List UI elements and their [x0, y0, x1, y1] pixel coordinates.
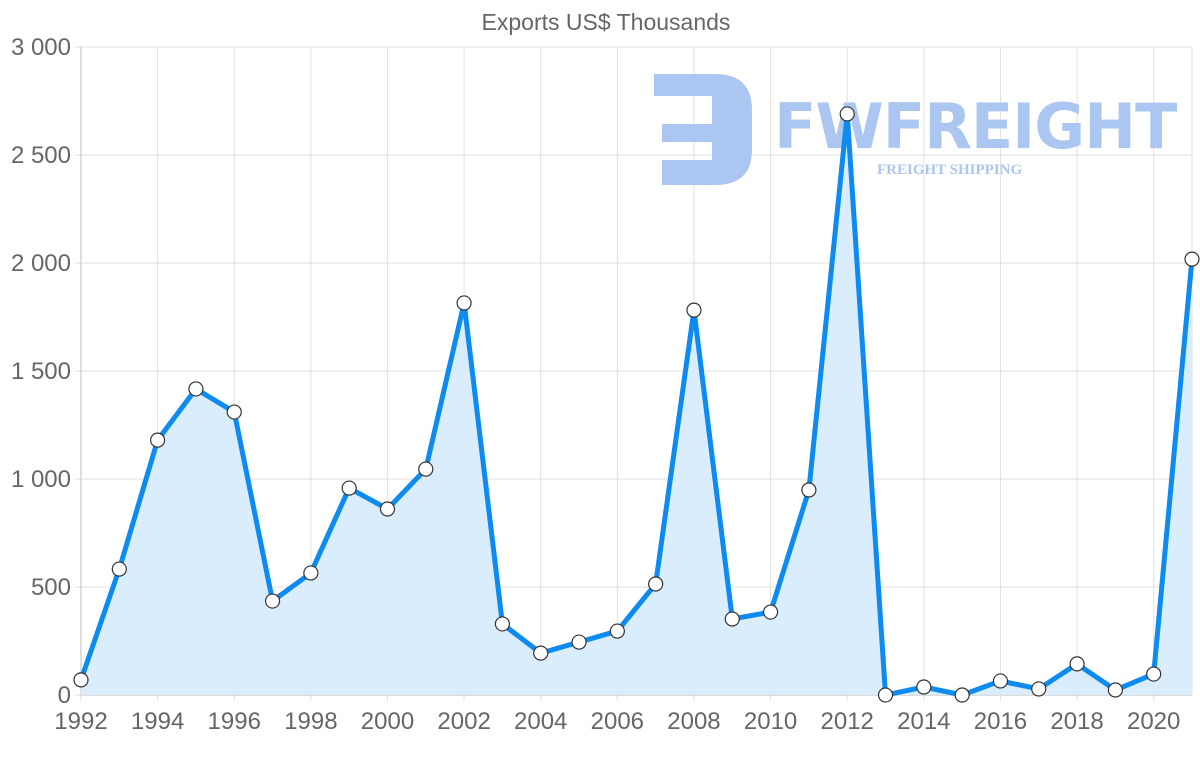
data-point-2007[interactable]	[648, 576, 664, 592]
data-point-1993[interactable]	[111, 561, 127, 577]
data-point-1995[interactable]	[188, 381, 204, 397]
x-tick-label: 1996	[208, 708, 261, 735]
data-point-1997[interactable]	[264, 593, 281, 609]
data-point-1996[interactable]	[226, 404, 242, 420]
watermark-logo-icon	[654, 74, 752, 185]
data-point-2017[interactable]	[1031, 681, 1047, 697]
data-point-2016[interactable]	[992, 673, 1009, 689]
y-tick-label: 1 500	[11, 358, 71, 385]
chart-title: Exports US$ Thousands	[482, 9, 731, 35]
data-point-2015[interactable]	[954, 687, 970, 703]
y-tick-label: 3 000	[11, 34, 71, 61]
data-point-2002[interactable]	[456, 295, 472, 311]
data-point-2009[interactable]	[724, 611, 740, 627]
x-tick-label: 2018	[1050, 708, 1103, 735]
x-tick-label: 1998	[284, 708, 337, 735]
data-point-2021[interactable]	[1184, 251, 1200, 267]
y-tick-label: 1 000	[11, 466, 71, 493]
x-tick-label: 1992	[54, 708, 107, 735]
data-point-2012[interactable]	[839, 106, 855, 122]
data-point-2000[interactable]	[379, 501, 396, 517]
data-point-2010[interactable]	[762, 604, 779, 620]
x-tick-label: 2014	[897, 708, 950, 735]
data-point-2005[interactable]	[571, 634, 587, 650]
y-tick-label: 500	[31, 574, 71, 601]
data-point-1998[interactable]	[303, 565, 319, 581]
data-point-2004[interactable]	[533, 645, 549, 661]
y-tick-label: 2 000	[11, 250, 71, 277]
x-tick-label: 2000	[361, 708, 414, 735]
watermark-tagline: FREIGHT SHIPPING	[877, 162, 1022, 178]
x-tick-label: 2020	[1127, 708, 1180, 735]
data-point-2013[interactable]	[877, 687, 894, 703]
x-tick-label: 2002	[437, 708, 490, 735]
data-markers	[73, 106, 1200, 703]
data-point-2014[interactable]	[916, 679, 932, 695]
watermark-logo: FWFREIGHT FREIGHT SHIPPING	[654, 74, 1178, 185]
x-tick-label: 2010	[744, 708, 797, 735]
x-axis-ticks: 1992 1994 1996 1998 2000 2002 2004 2006 2008 2010…	[54, 708, 1180, 735]
data-point-2018[interactable]	[1069, 656, 1085, 672]
data-point-2003[interactable]	[494, 616, 511, 632]
data-point-2006[interactable]	[609, 623, 625, 639]
data-point-1994[interactable]	[150, 432, 166, 448]
y-tick-label: 2 500	[11, 142, 71, 169]
data-point-2011[interactable]	[801, 482, 817, 498]
data-point-2008[interactable]	[686, 302, 702, 318]
y-axis-ticks: 0 500 1 000 1 500 2 000 2 500 3 000	[11, 34, 71, 709]
x-tick-label: 2008	[667, 708, 720, 735]
data-point-1992[interactable]	[73, 672, 89, 688]
area-fill	[81, 113, 1192, 695]
x-tick-label: 2006	[591, 708, 644, 735]
x-tick-label: 2016	[974, 708, 1027, 735]
data-point-2001[interactable]	[418, 461, 434, 477]
area-polygon	[81, 113, 1192, 695]
x-tick-label: 2012	[821, 708, 874, 735]
y-tick-label: 0	[58, 682, 71, 709]
data-point-1999[interactable]	[341, 480, 357, 496]
data-point-2020[interactable]	[1146, 666, 1162, 682]
x-tick-label: 1994	[131, 708, 184, 735]
watermark-brand: FWFREIGHT	[774, 90, 1177, 163]
data-point-2019[interactable]	[1107, 682, 1123, 698]
x-tick-label: 2004	[514, 708, 567, 735]
